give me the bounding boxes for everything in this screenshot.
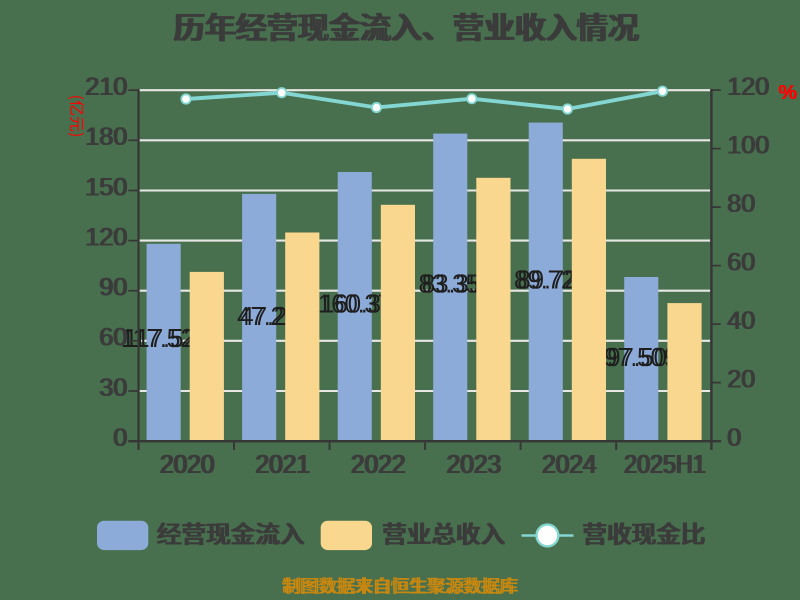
svg-text:2023: 2023 — [446, 449, 501, 479]
svg-text:80: 80 — [727, 190, 755, 218]
svg-text:100: 100 — [727, 132, 769, 160]
svg-text:180: 180 — [84, 123, 126, 151]
svg-text:%: % — [778, 81, 796, 104]
svg-text:2021: 2021 — [257, 449, 312, 479]
svg-text:30: 30 — [100, 374, 128, 402]
svg-text:2025H1: 2025H1 — [625, 449, 707, 479]
svg-text:60: 60 — [100, 324, 128, 352]
svg-text:150: 150 — [84, 173, 126, 201]
svg-text:60: 60 — [728, 249, 756, 277]
svg-text:2022: 2022 — [350, 449, 405, 479]
svg-text:0: 0 — [728, 424, 742, 452]
svg-text:97.509: 97.509 — [604, 342, 677, 372]
svg-text:2021: 2021 — [255, 449, 310, 479]
svg-text:2025H1: 2025H1 — [623, 449, 705, 479]
svg-text:83.35: 83.35 — [419, 268, 480, 298]
svg-text:117.52: 117.52 — [124, 323, 197, 353]
svg-text:210: 210 — [86, 73, 128, 101]
svg-text:20: 20 — [728, 366, 756, 394]
svg-text:60: 60 — [98, 324, 126, 352]
svg-text:80: 80 — [728, 190, 756, 218]
svg-text:20: 20 — [727, 366, 755, 394]
svg-text:83.35: 83.35 — [422, 268, 483, 298]
svg-text:180: 180 — [86, 123, 128, 151]
svg-text:0: 0 — [727, 424, 741, 452]
svg-text:160.37: 160.37 — [318, 288, 391, 318]
svg-text:2020: 2020 — [161, 449, 216, 479]
svg-text:120: 120 — [86, 223, 128, 251]
svg-text:2024: 2024 — [543, 449, 598, 479]
svg-text:30: 30 — [98, 374, 126, 402]
svg-text:120: 120 — [84, 223, 126, 251]
svg-text:90: 90 — [98, 274, 126, 302]
svg-text:89.72: 89.72 — [517, 264, 578, 294]
svg-text:90: 90 — [100, 274, 128, 302]
svg-text:0: 0 — [112, 424, 126, 452]
svg-text:%: % — [779, 81, 797, 104]
svg-text:60: 60 — [727, 249, 755, 277]
svg-text:210: 210 — [84, 73, 126, 101]
svg-text:117.52: 117.52 — [121, 323, 194, 353]
svg-text:89.72: 89.72 — [514, 264, 575, 294]
svg-text:2020: 2020 — [159, 449, 214, 479]
svg-text:2022: 2022 — [352, 449, 407, 479]
svg-text:100: 100 — [728, 132, 770, 160]
svg-text:40: 40 — [727, 307, 755, 335]
svg-text:0: 0 — [114, 424, 128, 452]
svg-text:2024: 2024 — [541, 449, 596, 479]
svg-text:120: 120 — [727, 73, 769, 101]
svg-text:120: 120 — [728, 73, 770, 101]
svg-text:40: 40 — [728, 307, 756, 335]
svg-text:2023: 2023 — [448, 449, 503, 479]
svg-text:150: 150 — [86, 173, 128, 201]
